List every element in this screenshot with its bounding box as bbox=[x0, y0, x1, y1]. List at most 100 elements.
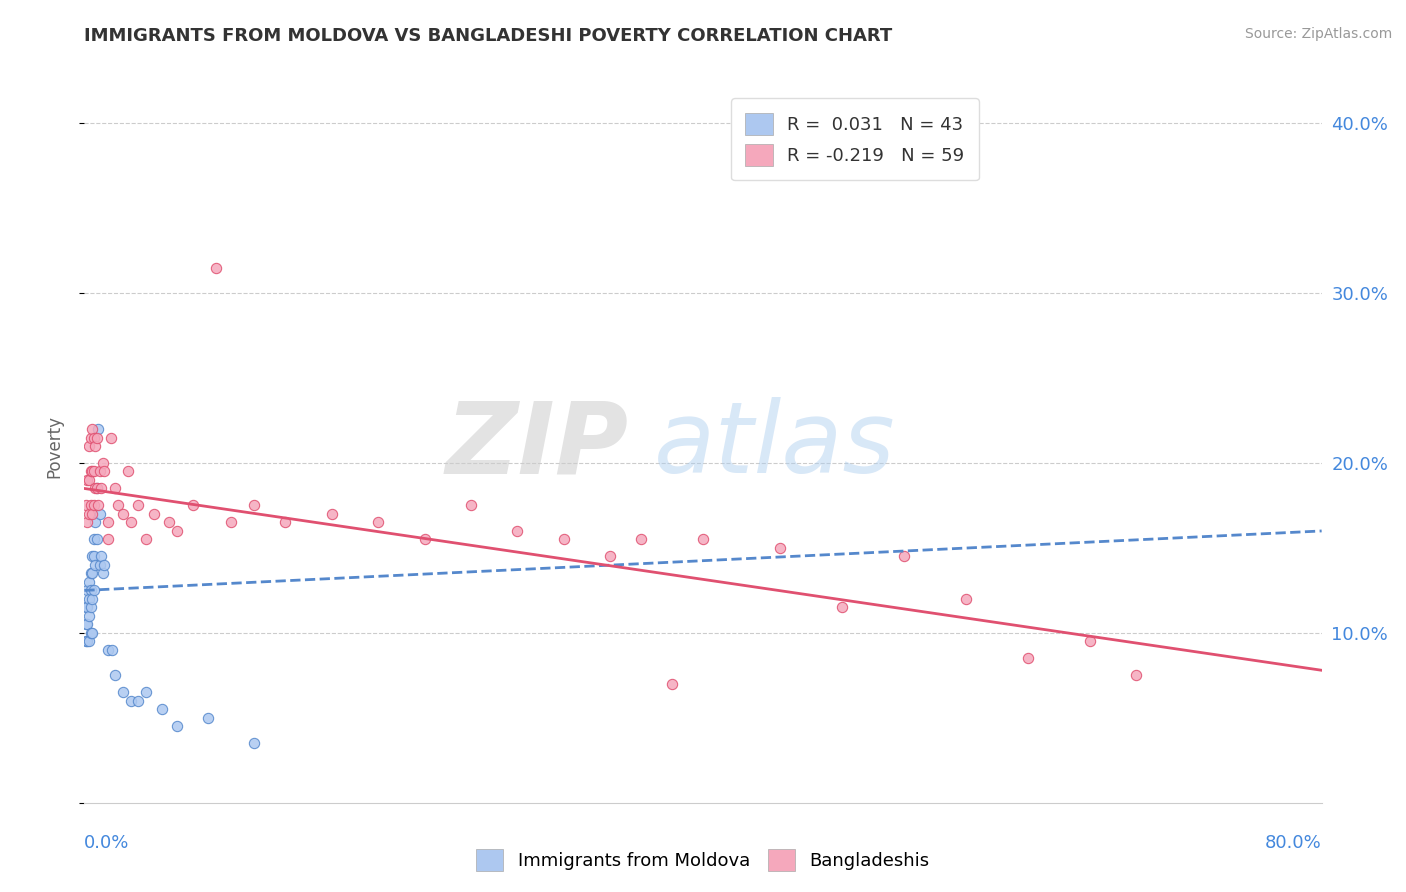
Point bbox=[413, 533, 436, 547]
Point bbox=[86, 482, 108, 496]
Point bbox=[506, 524, 529, 538]
Legend: R =  0.031   N = 43, R = -0.219   N = 59: R = 0.031 N = 43, R = -0.219 N = 59 bbox=[731, 98, 979, 180]
Point bbox=[107, 499, 129, 513]
Point bbox=[1078, 634, 1101, 648]
Text: 0.0%: 0.0% bbox=[84, 834, 129, 852]
Point bbox=[82, 591, 104, 606]
Point bbox=[159, 516, 181, 530]
Point bbox=[77, 439, 100, 453]
Point bbox=[197, 711, 219, 725]
Point bbox=[82, 507, 104, 521]
Point bbox=[75, 617, 97, 632]
Point bbox=[93, 465, 115, 479]
Point bbox=[84, 516, 107, 530]
Point bbox=[1017, 651, 1039, 665]
Point bbox=[84, 482, 107, 496]
Point bbox=[89, 465, 111, 479]
Point bbox=[87, 422, 110, 436]
Point bbox=[150, 702, 173, 716]
Point bbox=[89, 507, 111, 521]
Point bbox=[117, 465, 139, 479]
Point bbox=[84, 439, 107, 453]
Point bbox=[367, 516, 389, 530]
Point bbox=[77, 473, 100, 487]
Point bbox=[83, 549, 105, 564]
Point bbox=[77, 591, 100, 606]
Point bbox=[79, 583, 101, 598]
Point bbox=[166, 524, 188, 538]
Point bbox=[87, 499, 110, 513]
Text: Source: ZipAtlas.com: Source: ZipAtlas.com bbox=[1244, 27, 1392, 41]
Point bbox=[128, 694, 150, 708]
Point bbox=[692, 533, 714, 547]
Point bbox=[93, 558, 115, 572]
Point bbox=[243, 499, 266, 513]
Text: atlas: atlas bbox=[654, 398, 896, 494]
Point bbox=[104, 668, 127, 682]
Point bbox=[77, 634, 100, 648]
Point bbox=[82, 549, 104, 564]
Point bbox=[955, 591, 977, 606]
Point bbox=[274, 516, 297, 530]
Point bbox=[83, 583, 105, 598]
Point bbox=[112, 685, 135, 699]
Point bbox=[89, 558, 111, 572]
Point bbox=[77, 608, 100, 623]
Point bbox=[661, 677, 683, 691]
Point bbox=[76, 516, 98, 530]
Point bbox=[128, 499, 150, 513]
Point bbox=[83, 465, 105, 479]
Point bbox=[90, 482, 112, 496]
Point bbox=[221, 516, 243, 530]
Point bbox=[120, 694, 142, 708]
Point bbox=[79, 600, 101, 615]
Point bbox=[769, 541, 792, 555]
Point bbox=[84, 558, 107, 572]
Point bbox=[599, 549, 621, 564]
Point bbox=[76, 600, 98, 615]
Point bbox=[86, 430, 108, 444]
Point bbox=[100, 430, 122, 444]
Point bbox=[79, 465, 101, 479]
Point bbox=[97, 643, 120, 657]
Point bbox=[553, 533, 575, 547]
Legend: Immigrants from Moldova, Bangladeshis: Immigrants from Moldova, Bangladeshis bbox=[470, 842, 936, 879]
Point bbox=[83, 533, 105, 547]
Point bbox=[76, 473, 98, 487]
Point bbox=[630, 533, 652, 547]
Point bbox=[1125, 668, 1147, 682]
Point bbox=[79, 566, 101, 581]
Point bbox=[104, 482, 127, 496]
Point bbox=[831, 600, 853, 615]
Point bbox=[120, 516, 142, 530]
Point bbox=[82, 465, 104, 479]
Text: IMMIGRANTS FROM MOLDOVA VS BANGLADESHI POVERTY CORRELATION CHART: IMMIGRANTS FROM MOLDOVA VS BANGLADESHI P… bbox=[84, 27, 893, 45]
Point bbox=[90, 549, 112, 564]
Point bbox=[205, 260, 228, 275]
Point bbox=[166, 719, 188, 733]
Point bbox=[135, 533, 157, 547]
Point bbox=[112, 507, 135, 521]
Point bbox=[75, 634, 97, 648]
Point bbox=[97, 533, 120, 547]
Text: ZIP: ZIP bbox=[446, 398, 628, 494]
Point bbox=[79, 626, 101, 640]
Point bbox=[77, 507, 100, 521]
Point bbox=[75, 499, 97, 513]
Point bbox=[76, 634, 98, 648]
Point bbox=[86, 482, 108, 496]
Point bbox=[76, 583, 98, 598]
Point bbox=[82, 626, 104, 640]
Point bbox=[91, 456, 114, 470]
Point bbox=[143, 507, 166, 521]
Point bbox=[181, 499, 204, 513]
Point bbox=[893, 549, 915, 564]
Point bbox=[82, 422, 104, 436]
Point bbox=[75, 600, 97, 615]
Point bbox=[101, 643, 124, 657]
Y-axis label: Poverty: Poverty bbox=[45, 415, 63, 477]
Point bbox=[86, 533, 108, 547]
Point bbox=[76, 617, 98, 632]
Point bbox=[97, 516, 120, 530]
Point bbox=[83, 430, 105, 444]
